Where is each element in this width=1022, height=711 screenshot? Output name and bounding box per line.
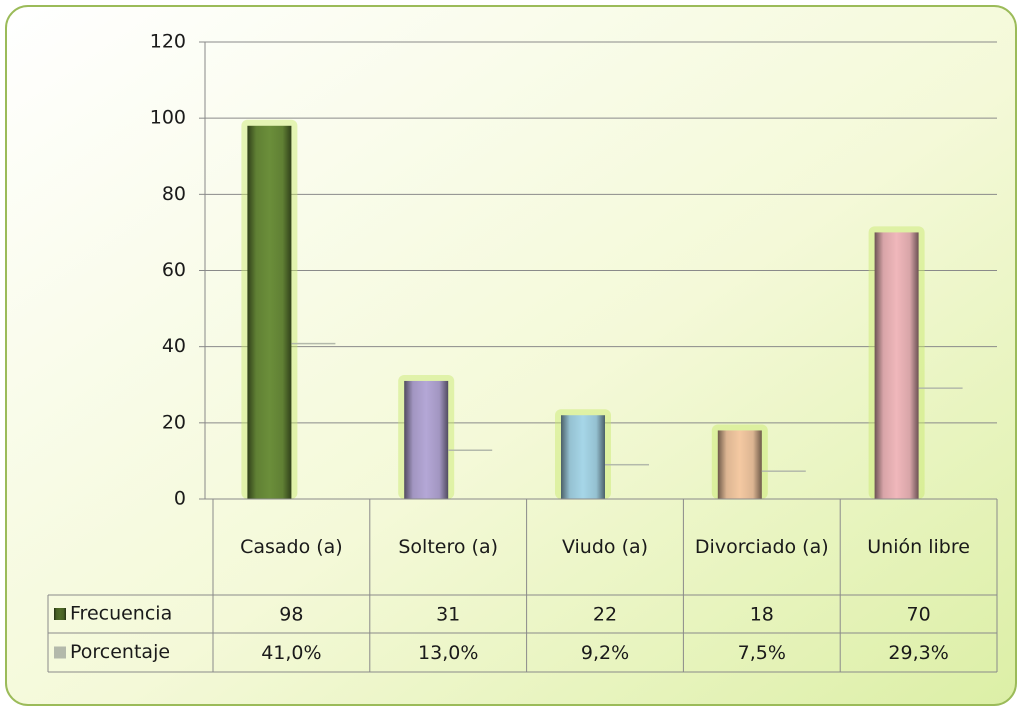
x-tick-label: Divorciado (a) — [694, 535, 829, 558]
category-cell: Soltero (a) — [398, 535, 499, 558]
category-cell: Casado (a) — [240, 535, 343, 558]
y-tick-label: 120 — [150, 31, 186, 53]
y-tick-label: 100 — [150, 107, 186, 129]
bar — [717, 430, 762, 499]
data-label: 13,0% — [418, 642, 478, 664]
legend-label: Frecuencia — [70, 603, 172, 625]
bar — [918, 387, 963, 389]
data-label: 98 — [279, 604, 303, 626]
legend-label: Porcentaje — [70, 641, 170, 663]
data-label: 41,0% — [261, 642, 321, 664]
bar — [761, 470, 806, 472]
legend-key — [54, 646, 66, 659]
bar — [404, 380, 449, 499]
data-label: 70 — [907, 604, 931, 626]
y-tick-label: 40 — [162, 335, 186, 357]
data-label: 9,2% — [581, 642, 629, 664]
bar — [448, 449, 493, 451]
bar — [291, 342, 336, 345]
x-tick-label: Casado (a) — [240, 535, 343, 558]
x-tick-label: Unión libre — [867, 535, 970, 558]
y-tick-label: 0 — [174, 488, 186, 510]
data-label: 7,5% — [738, 642, 786, 664]
data-label: 22 — [593, 604, 617, 626]
data-label: 31 — [436, 604, 460, 626]
category-cell: Divorciado (a) — [694, 535, 829, 558]
data-label: 18 — [750, 604, 774, 626]
legend-key — [54, 608, 66, 620]
x-tick-label: Viudo (a) — [561, 535, 649, 558]
category-cell: Unión libre — [867, 535, 970, 558]
y-tick-label: 20 — [162, 411, 186, 433]
x-tick-label: Soltero (a) — [398, 535, 499, 558]
y-tick-label: 60 — [162, 259, 186, 281]
bar — [605, 463, 649, 466]
y-tick-label: 80 — [162, 183, 186, 205]
data-label: 29,3% — [888, 642, 948, 664]
category-cell: Viudo (a) — [561, 535, 649, 558]
bar — [561, 415, 605, 499]
bar — [874, 232, 919, 499]
bar — [247, 125, 292, 500]
